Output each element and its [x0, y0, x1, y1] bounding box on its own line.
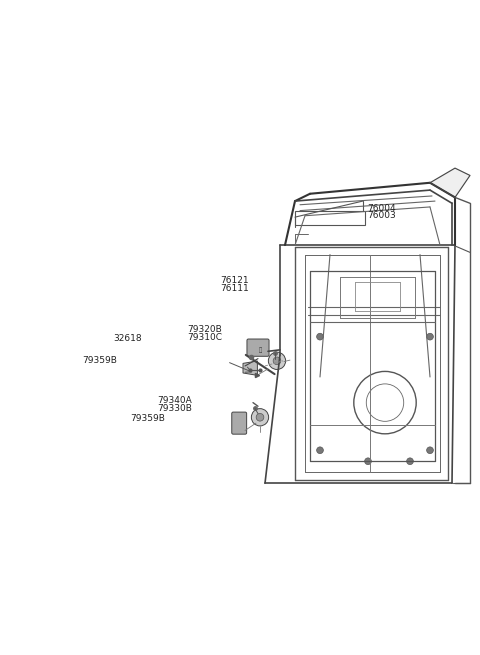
Polygon shape — [243, 361, 257, 375]
Circle shape — [365, 458, 372, 464]
Circle shape — [317, 447, 324, 454]
Circle shape — [268, 352, 286, 369]
FancyBboxPatch shape — [232, 412, 247, 434]
Circle shape — [273, 357, 281, 365]
Text: 79330B: 79330B — [157, 404, 192, 413]
Circle shape — [407, 458, 413, 464]
Text: 76111: 76111 — [220, 284, 249, 293]
Circle shape — [427, 447, 433, 454]
Circle shape — [252, 409, 269, 426]
Bar — [295, 211, 365, 225]
Text: 79320B: 79320B — [187, 325, 222, 334]
Text: 76003: 76003 — [367, 210, 396, 219]
Text: 32618: 32618 — [113, 334, 142, 343]
FancyBboxPatch shape — [247, 339, 269, 356]
Text: 76121: 76121 — [220, 276, 249, 285]
Text: 79310C: 79310C — [187, 333, 222, 342]
Circle shape — [427, 333, 433, 340]
Text: 79359B: 79359B — [130, 414, 165, 423]
Text: ⬛: ⬛ — [258, 347, 262, 352]
Text: 79359B: 79359B — [82, 356, 117, 365]
Text: 76004: 76004 — [367, 204, 396, 213]
Text: 79340A: 79340A — [157, 396, 192, 405]
Circle shape — [317, 333, 324, 340]
Polygon shape — [430, 168, 470, 197]
Circle shape — [256, 413, 264, 421]
